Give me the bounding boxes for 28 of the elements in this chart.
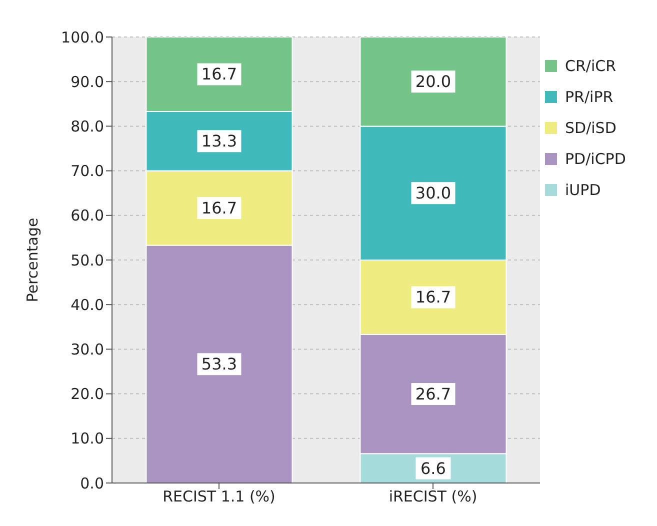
data-label: 6.6	[420, 458, 446, 478]
x-tick-label: RECIST 1.1 (%)	[162, 488, 276, 506]
data-label: 30.0	[415, 184, 452, 203]
y-tick-label: 40.0	[70, 296, 104, 314]
data-label: 13.3	[201, 132, 238, 151]
y-tick-label: 10.0	[70, 430, 104, 448]
data-label: 20.0	[415, 72, 452, 92]
y-tick-label: 90.0	[70, 72, 104, 91]
legend-label: PR/iPR	[565, 88, 614, 106]
x-tick-label: iRECIST (%)	[388, 488, 478, 506]
y-tick-label: 20.0	[70, 385, 104, 404]
data-label: 16.7	[415, 288, 452, 307]
data-label: 16.7	[201, 64, 238, 84]
y-tick-label: 70.0	[70, 162, 104, 180]
data-label: 53.3	[201, 354, 238, 374]
y-tick-label: 60.0	[70, 206, 104, 225]
legend-label: SD/iSD	[565, 118, 616, 136]
legend-label: iUPD	[565, 180, 601, 198]
y-axis-title: Percentage	[23, 218, 42, 302]
y-tick-label: 80.0	[70, 118, 104, 136]
y-tick-label: 0.0	[80, 474, 104, 492]
y-tick-label: 100.0	[61, 28, 104, 46]
data-label: 16.7	[201, 198, 238, 218]
legend-label: PD/iCPD	[565, 150, 626, 168]
y-tick-label: 50.0	[70, 251, 104, 270]
y-tick-label: 30.0	[70, 340, 104, 359]
legend-label: CR/iCR	[565, 56, 616, 74]
data-label: 26.7	[415, 384, 452, 404]
